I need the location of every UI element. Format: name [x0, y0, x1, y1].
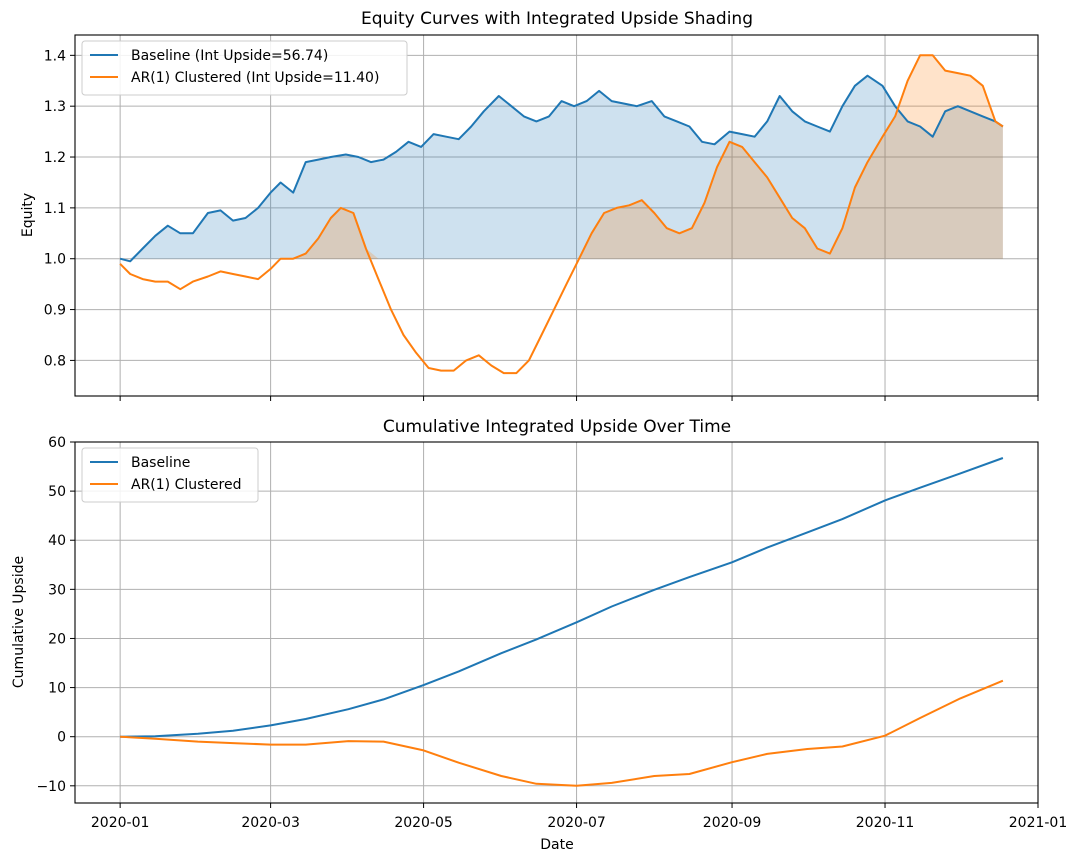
series-line-ar1 — [119, 54, 1004, 375]
y-tick-label: 0 — [57, 730, 66, 746]
y-tick-label: 20 — [48, 631, 66, 647]
cumulative-y-axis-label: Cumulative Upside — [11, 556, 27, 688]
y-tick-label: 60 — [48, 435, 66, 451]
equity-curves-axes: Equity Curves with Integrated Upside Sha… — [20, 9, 1039, 401]
legend-label: Baseline (Int Upside=56.74) — [131, 48, 328, 64]
cumulative-chart-title: Cumulative Integrated Upside Over Time — [383, 417, 731, 437]
x-tick-label: 2020-07 — [547, 815, 606, 831]
series-line-baseline — [120, 457, 1004, 738]
y-tick-label: 1.3 — [44, 99, 66, 115]
y-tick-label: 1.0 — [44, 252, 66, 268]
x-axis-label: Date — [540, 837, 573, 853]
y-tick-label: −10 — [36, 779, 66, 795]
x-tick-label: 2021-01 — [1009, 815, 1068, 831]
upside-shading-baseline — [120, 75, 1003, 259]
plot-frame — [74, 34, 1039, 397]
legend-label: Baseline — [131, 455, 190, 471]
legend-label: AR(1) Clustered — [131, 477, 241, 493]
x-tick-label: 2020-11 — [856, 815, 915, 831]
series-line-ar1 — [120, 679, 1004, 787]
y-tick-label: 0.8 — [44, 353, 66, 369]
y-tick-label: 40 — [48, 533, 66, 549]
series-line-baseline — [119, 74, 1004, 263]
y-tick-label: 1.4 — [44, 48, 66, 64]
y-tick-label: 1.1 — [44, 201, 66, 217]
equity-y-axis-label: Equity — [20, 193, 36, 237]
legend: Baseline AR(1) Clustered — [81, 447, 259, 503]
legend-label: AR(1) Clustered (Int Upside=11.40) — [131, 70, 379, 86]
legend-box — [81, 447, 259, 503]
y-tick-label: 50 — [48, 484, 66, 500]
x-tick-label: 2020-09 — [703, 815, 762, 831]
cumulative-upside-axes: Cumulative Integrated Upside Over Time C… — [11, 417, 1067, 853]
y-tick-label: 1.2 — [44, 150, 66, 166]
legend: Baseline (Int Upside=56.74) AR(1) Cluster… — [81, 40, 408, 96]
legend-box — [81, 40, 408, 96]
y-tick-label: 10 — [48, 681, 66, 697]
plot-frame — [74, 441, 1039, 804]
y-tick-label: 30 — [48, 582, 66, 598]
x-tick-label: 2020-03 — [241, 815, 300, 831]
equity-chart-title: Equity Curves with Integrated Upside Sha… — [361, 9, 753, 29]
x-tick-label: 2020-05 — [394, 815, 453, 831]
y-tick-label: 0.9 — [44, 303, 66, 319]
x-tick-label: 2020-01 — [91, 815, 150, 831]
